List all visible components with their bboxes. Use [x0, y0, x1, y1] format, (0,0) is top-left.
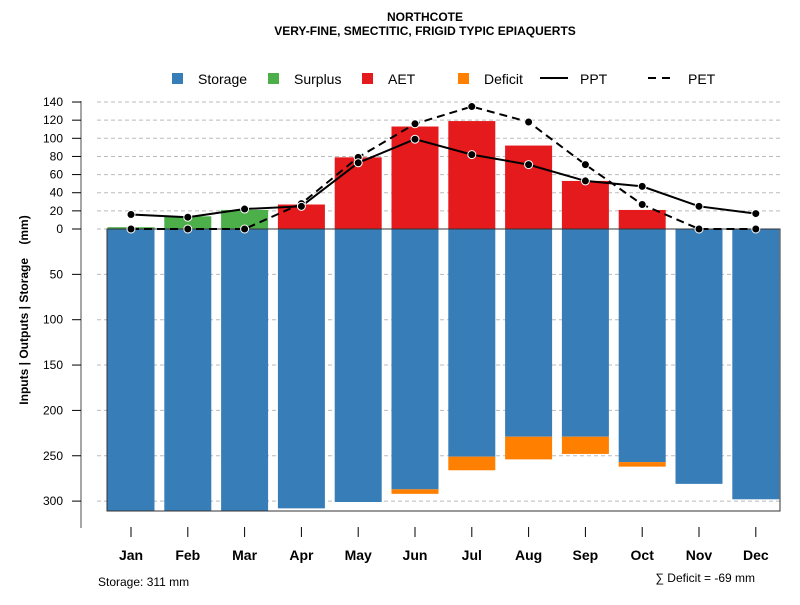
deficit-bar — [448, 456, 496, 471]
y-tick-label: 120 — [43, 113, 63, 127]
ppt-line — [130, 138, 756, 219]
legend-swatch-surplus — [268, 73, 279, 84]
y-tick-label: 20 — [50, 204, 64, 218]
x-tick-label: Dec — [743, 547, 769, 563]
legend-label-surplus: Surplus — [294, 71, 341, 87]
storage-annotation: Storage: 311 mm — [98, 575, 189, 589]
y-tick-label: 60 — [50, 168, 64, 182]
pet-point — [183, 224, 193, 234]
legend-swatch-aet — [362, 73, 373, 84]
pet-point — [751, 224, 761, 234]
pet-point — [524, 117, 534, 127]
legend-label-deficit: Deficit — [484, 71, 523, 87]
ppt-point — [353, 158, 363, 168]
y-tick-label: 250 — [43, 449, 63, 463]
ppt-point — [183, 212, 193, 222]
storage-bar — [732, 229, 780, 500]
storage-bar — [618, 229, 666, 463]
surplus-bar — [164, 216, 212, 229]
legend-swatch-deficit — [458, 73, 469, 84]
pet-point — [240, 224, 250, 234]
legend-label-ppt: PPT — [580, 71, 608, 87]
aet-bar — [448, 121, 496, 229]
x-tick-label: Jan — [119, 547, 143, 563]
storage-bar — [221, 229, 269, 512]
plot-box — [106, 228, 781, 512]
y-axis-label: Inputs | Outputs | Storage (mm) — [17, 215, 31, 404]
storage-bar — [505, 229, 553, 437]
pet-line — [131, 105, 756, 230]
pet-point — [694, 224, 704, 234]
storage-bar — [561, 229, 609, 437]
x-tick-label: Oct — [631, 547, 655, 563]
ppt-point — [240, 204, 250, 214]
y-tick-label: 100 — [43, 313, 63, 327]
y-tick-label: 150 — [43, 358, 63, 372]
pet-point — [467, 102, 477, 112]
ppt-point — [126, 209, 136, 219]
storage-bar — [448, 229, 496, 457]
legend-swatch-storage — [172, 73, 183, 84]
storage-bar — [164, 229, 212, 512]
x-tick-label: Sep — [573, 547, 599, 563]
deficit-annotation: ∑ Deficit = -69 mm — [655, 571, 755, 585]
storage-bar — [391, 229, 439, 490]
y-tick-label: 40 — [50, 186, 64, 200]
x-tick-label: Aug — [515, 547, 542, 563]
x-tick-label: Feb — [175, 547, 200, 563]
ppt-point — [524, 160, 534, 170]
y-tick-label: 100 — [43, 131, 63, 145]
storage-bar — [107, 229, 155, 512]
deficit-bar — [505, 436, 553, 460]
ppt-point — [580, 176, 590, 186]
legend: Storage Surplus AET Deficit PPT PET — [172, 71, 716, 87]
deficit-bar — [391, 489, 439, 494]
x-tick-label: Mar — [232, 547, 257, 563]
ppt-point — [637, 181, 647, 191]
ppt-point — [694, 201, 704, 211]
ppt-point — [751, 209, 761, 219]
legend-label-storage: Storage — [198, 71, 247, 87]
y-tick-label: 140 — [43, 95, 63, 109]
y-tick-label: 0 — [56, 222, 63, 236]
x-tick-label: May — [345, 547, 372, 563]
pet-point — [126, 224, 136, 234]
x-axis: Jan Feb Mar Apr May Jun Jul Aug Sep Oct Nov Dec — [119, 527, 769, 563]
deficit-bar — [618, 462, 666, 467]
surplus-bar — [221, 209, 269, 229]
pet-point — [410, 119, 420, 129]
y-axis: 0 20 40 60 80 100 120 140 50 100 150 200 250 300 — [43, 95, 82, 528]
storage-bar — [675, 229, 723, 484]
ppt-point — [467, 150, 477, 160]
lines — [126, 102, 761, 234]
x-tick-label: Nov — [686, 547, 713, 563]
y-tick-label: 80 — [50, 149, 64, 163]
x-tick-label: Apr — [289, 547, 314, 563]
storage-bar — [277, 229, 325, 509]
y-tick-label: 200 — [43, 403, 63, 417]
bars — [107, 121, 780, 512]
x-tick-label: Jun — [403, 547, 428, 563]
y-tick-label: 50 — [50, 267, 64, 281]
x-tick-label: Jul — [462, 547, 482, 563]
aet-bar — [618, 209, 666, 229]
aet-bar — [505, 145, 553, 229]
ppt-point — [410, 134, 420, 144]
pet-point — [580, 160, 590, 170]
plot-frame — [106, 228, 781, 512]
ppt-point — [296, 201, 306, 211]
aet-bar — [561, 180, 609, 229]
chart-subtitle: VERY-FINE, SMECTITIC, FRIGID TYPIC EPIAQ… — [274, 24, 576, 38]
pet-point — [637, 200, 647, 210]
legend-label-pet: PET — [688, 71, 716, 87]
chart-title: NORTHCOTE — [387, 10, 463, 24]
deficit-bar — [561, 436, 609, 454]
y-tick-label: 300 — [43, 494, 63, 508]
aet-bar — [334, 157, 382, 229]
legend-label-aet: AET — [388, 71, 416, 87]
storage-bar — [334, 229, 382, 503]
